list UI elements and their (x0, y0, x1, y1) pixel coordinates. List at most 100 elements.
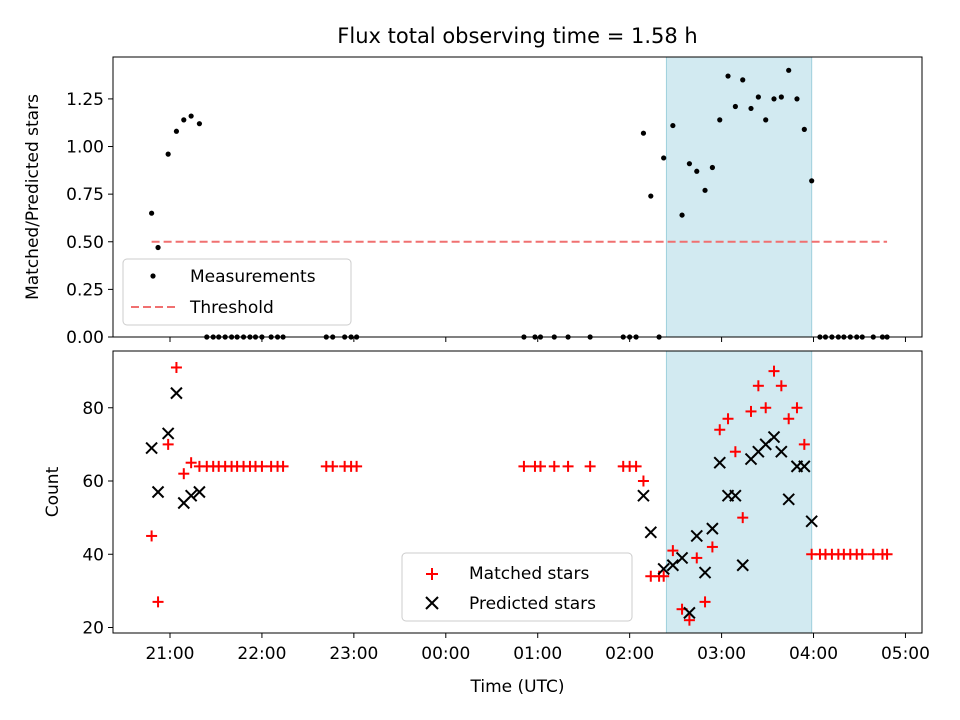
matched-star-point (722, 413, 734, 425)
matched-star-point (798, 438, 810, 450)
measurement-point (725, 73, 731, 79)
x-tick-label: 04:00 (789, 644, 838, 664)
measurement-point (740, 77, 746, 83)
matched-star-point (584, 460, 596, 472)
x-tick-label: 22:00 (237, 644, 286, 664)
measurement-point (717, 117, 723, 123)
matched-star-point (351, 460, 363, 472)
matched-star-point (658, 570, 670, 582)
legend-predicted-marker (425, 596, 439, 610)
predicted-star-point (151, 485, 165, 499)
matched-star-point (548, 460, 560, 472)
top-legend: Measurements Threshold (122, 258, 352, 326)
measurement-point (771, 96, 777, 102)
top-y-axis: 0.00 0.25 0.50 0.75 1.00 1.25 (66, 90, 113, 348)
matched-star-point (881, 548, 893, 560)
ratio-panel: 0.00 0.25 0.50 0.75 1.00 1.25 Flux total obse… (23, 24, 923, 348)
top-y-axis-label: Matched/Predicted stars (23, 94, 43, 300)
observing-window-shade (665, 56, 813, 338)
matched-star-point (768, 365, 780, 377)
measurement-point (155, 244, 161, 251)
top-y-tick-label: 1.00 (66, 138, 104, 158)
matched-star-point (327, 460, 339, 472)
measurement-point (640, 130, 647, 136)
matched-star-point (162, 438, 174, 450)
measurement-point (732, 103, 738, 110)
bottom-y-axis-label: Count (43, 466, 63, 517)
matched-star-point (706, 541, 718, 553)
measurement-point (188, 113, 194, 119)
measurement-point (786, 67, 792, 73)
matched-star-point (867, 548, 879, 560)
matched-star-point (856, 548, 868, 560)
x-tick-label: 03:00 (697, 644, 746, 664)
measurement-point (686, 161, 693, 167)
legend-measurements-marker (150, 273, 156, 279)
bottom-y-tick-label: 20 (82, 619, 104, 639)
bottom-legend-box (401, 552, 633, 622)
matched-star-point (146, 530, 158, 542)
predicted-star-point (713, 456, 726, 469)
measurement-point (181, 117, 187, 123)
count-panel: 20 40 60 80 21:00 22:00 23:00 00:00 01:00 02:00 0… (43, 350, 930, 697)
measurement-point (801, 126, 807, 132)
measurement-point (149, 210, 155, 216)
x-tick-label: 23:00 (329, 644, 378, 664)
predicted-star-point (805, 515, 818, 528)
legend-measurements-label: Measurements (190, 267, 316, 287)
measurement-point (648, 193, 654, 199)
matched-star-point (152, 596, 164, 608)
measurement-point (755, 94, 761, 100)
predicted-star-point (782, 493, 795, 506)
chart-title: Flux total observing time = 1.58 h (337, 24, 697, 48)
measurement-point (661, 155, 667, 161)
predicted-star-point (729, 489, 742, 502)
predicted-star-point (193, 485, 206, 499)
matched-star-point (729, 446, 741, 458)
predicted-star-point (666, 559, 680, 572)
measurement-point (702, 187, 708, 193)
predicted-star-point (145, 441, 158, 455)
measurement-point (763, 117, 769, 123)
top-y-tick-label: 0.00 (66, 328, 104, 348)
matched-star-point (170, 361, 182, 373)
predicted-star-point (637, 489, 650, 502)
matched-star-point (562, 460, 574, 472)
matched-star-point (783, 413, 795, 425)
matched-star-point (775, 380, 787, 392)
x-tick-label: 00:00 (421, 644, 470, 664)
bottom-y-tick-label: 80 (82, 399, 104, 419)
matched-star-point (791, 402, 803, 414)
x-tick-label: 21:00 (145, 644, 194, 664)
bottom-x-axis: 21:00 22:00 23:00 00:00 01:00 02:00 03:00 04:00… (145, 633, 930, 664)
matched-star-point (752, 380, 764, 392)
legend-matched-label: Matched stars (469, 564, 589, 584)
matched-stars-points (146, 361, 893, 626)
predicted-star-point (657, 562, 670, 576)
measurement-point (165, 151, 171, 157)
x-tick-label: 01:00 (513, 644, 562, 664)
top-y-tick-label: 0.75 (66, 185, 104, 205)
matched-star-point (630, 460, 642, 472)
predicted-star-point (644, 526, 658, 539)
predicted-star-point (798, 460, 811, 473)
predicted-star-point (161, 427, 175, 440)
legend-matched-marker (426, 568, 438, 580)
matched-star-point (185, 457, 197, 469)
measurement-point (694, 168, 700, 174)
matched-star-point (760, 402, 772, 414)
bottom-y-tick-label: 60 (82, 472, 104, 492)
matched-star-point (518, 460, 530, 472)
legend-threshold-label: Threshold (189, 298, 274, 318)
matched-star-point (683, 614, 695, 626)
top-legend-box (122, 258, 352, 326)
matched-star-point (637, 475, 649, 487)
top-y-tick-label: 0.25 (66, 280, 104, 300)
measurement-point (709, 164, 715, 171)
measurement-point (748, 105, 754, 112)
x-tick-label: 05:00 (881, 644, 930, 664)
predicted-star-point (170, 386, 183, 400)
predicted-star-point (675, 551, 689, 565)
x-tick-label: 02:00 (605, 644, 654, 664)
measurement-point (794, 96, 800, 102)
